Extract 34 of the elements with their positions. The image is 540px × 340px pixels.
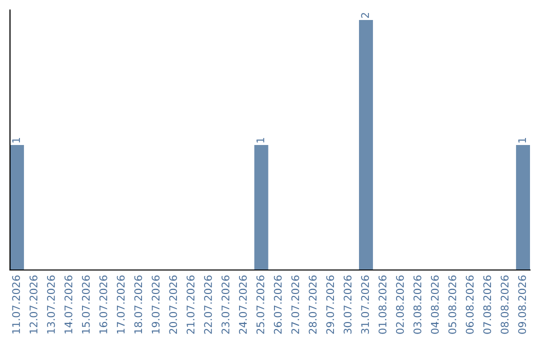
x-tick-label: 24.07.2026 <box>238 276 247 334</box>
data-label: 2 <box>361 13 369 18</box>
x-tick-label: 03.08.2026 <box>413 276 422 334</box>
x-tick-label: 30.07.2026 <box>344 276 352 334</box>
x-tick-label: 22.07.2026 <box>204 276 212 334</box>
x-tick-label: 05.08.2026 <box>448 276 456 334</box>
x-tick-label: 15.07.2026 <box>82 276 90 334</box>
data-label: 1 <box>518 138 526 142</box>
data-label: 1 <box>12 138 20 142</box>
x-tick-label: 14.07.2026 <box>64 276 72 334</box>
x-tick-label: 28.07.2026 <box>308 276 317 334</box>
x-tick-label: 08.08.2026 <box>500 276 509 334</box>
x-tick-label: 21.07.2026 <box>186 276 194 334</box>
x-tick-label: 25.07.2026 <box>256 276 264 334</box>
data-label: 1 <box>256 138 264 142</box>
x-tick-label: 19.07.2026 <box>152 276 160 334</box>
x-tick-label: 06.08.2026 <box>466 276 474 334</box>
x-tick-label: 11.07.2026 <box>12 276 20 334</box>
x-tick-label: 27.07.2026 <box>291 276 300 334</box>
x-tick-label: 13.07.2026 <box>47 276 55 334</box>
x-tick-label: 02.08.2026 <box>396 276 404 334</box>
x-tick-label: 18.07.2026 <box>134 276 142 334</box>
x-tick-label: 23.07.2026 <box>222 276 230 334</box>
x-tick-label: 20.07.2026 <box>169 276 178 334</box>
x-tick-label: 26.07.2026 <box>274 276 282 334</box>
x-tick-label: 31.07.2026 <box>361 276 369 334</box>
x-tick-label: 07.08.2026 <box>483 276 492 334</box>
x-tick-label: 09.08.2026 <box>518 276 526 334</box>
x-tick-label: 01.08.2026 <box>378 276 386 334</box>
x-tick-label: 17.07.2026 <box>116 276 125 334</box>
x-tick-label: 29.07.2026 <box>326 276 334 334</box>
x-tick-label: 12.07.2026 <box>30 276 38 334</box>
x-tick-label: 16.07.2026 <box>99 276 108 334</box>
x-tick-label: 04.08.2026 <box>430 276 439 334</box>
